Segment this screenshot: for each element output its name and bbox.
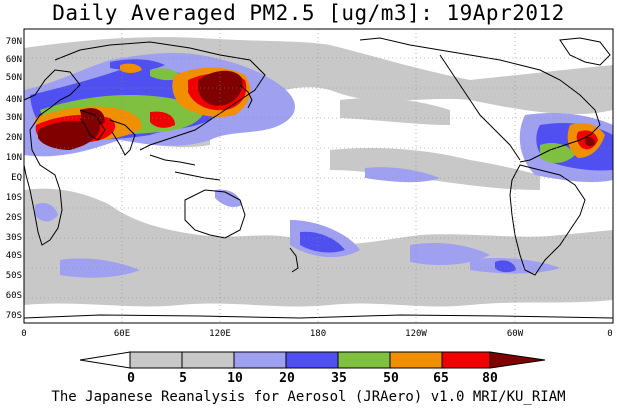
lon-label: 0	[607, 329, 612, 339]
lat-label: 30S	[6, 233, 22, 243]
lat-label: 60N	[6, 55, 22, 65]
lat-label: 50N	[6, 73, 22, 83]
footer-credit: The Japanese Reanalysis for Aerosol (JRA…	[51, 389, 566, 405]
colorbar-arrow-high	[489, 351, 546, 369]
lon-label: 180	[310, 329, 326, 339]
colorbar-label: 80	[482, 371, 498, 386]
lat-label: 40S	[6, 251, 22, 261]
lat-label: EQ	[11, 173, 22, 183]
colorbar-box	[441, 351, 491, 369]
lon-label: 120W	[405, 329, 427, 339]
lat-label: 30N	[6, 113, 22, 123]
lat-label: 10N	[6, 153, 22, 163]
colorbar-box	[233, 351, 287, 369]
colorbar-label: 65	[433, 371, 449, 386]
colorbar-box	[285, 351, 339, 369]
colorbar: 0 5 10 20 35 50 65 80	[79, 351, 546, 386]
colorbar-box	[337, 351, 391, 369]
colorbar-arrow-low	[79, 351, 131, 369]
lat-label: 10S	[6, 193, 22, 203]
lat-label: 70N	[6, 37, 22, 47]
colorbar-label: 20	[279, 371, 295, 386]
lat-axis: 70N 60N 50N 40N 30N 20N 10N EQ 10S 20S 3…	[6, 37, 22, 321]
colorbar-label: 5	[179, 371, 187, 386]
lat-label: 40N	[6, 95, 22, 105]
lon-label: 0	[21, 329, 26, 339]
coastlines	[23, 37, 614, 319]
lat-label: 70S	[6, 311, 22, 321]
plot-frame	[23, 28, 614, 324]
colorbar-label: 35	[331, 371, 347, 386]
colorbar-label: 10	[227, 371, 243, 386]
lon-label: 60E	[114, 329, 130, 339]
lon-axis: 0 60E 120E 180 120W 60W 0	[21, 329, 612, 339]
lat-label: 50S	[6, 271, 22, 281]
lat-label: 60S	[6, 291, 22, 301]
colorbar-label: 50	[383, 371, 399, 386]
gridlines	[24, 29, 613, 323]
lon-label: 120E	[209, 329, 231, 339]
colorbar-box	[129, 351, 183, 369]
lon-label: 60W	[507, 329, 524, 339]
lat-label: 20S	[6, 213, 22, 223]
colorbar-box	[389, 351, 443, 369]
colorbar-label: 0	[127, 371, 135, 386]
lat-label: 20N	[6, 133, 22, 143]
colorbar-box	[181, 351, 235, 369]
map-title: Daily Averaged PM2.5 [ug/m3]: 19Apr2012	[52, 1, 565, 25]
pm25-shading	[24, 37, 613, 307]
